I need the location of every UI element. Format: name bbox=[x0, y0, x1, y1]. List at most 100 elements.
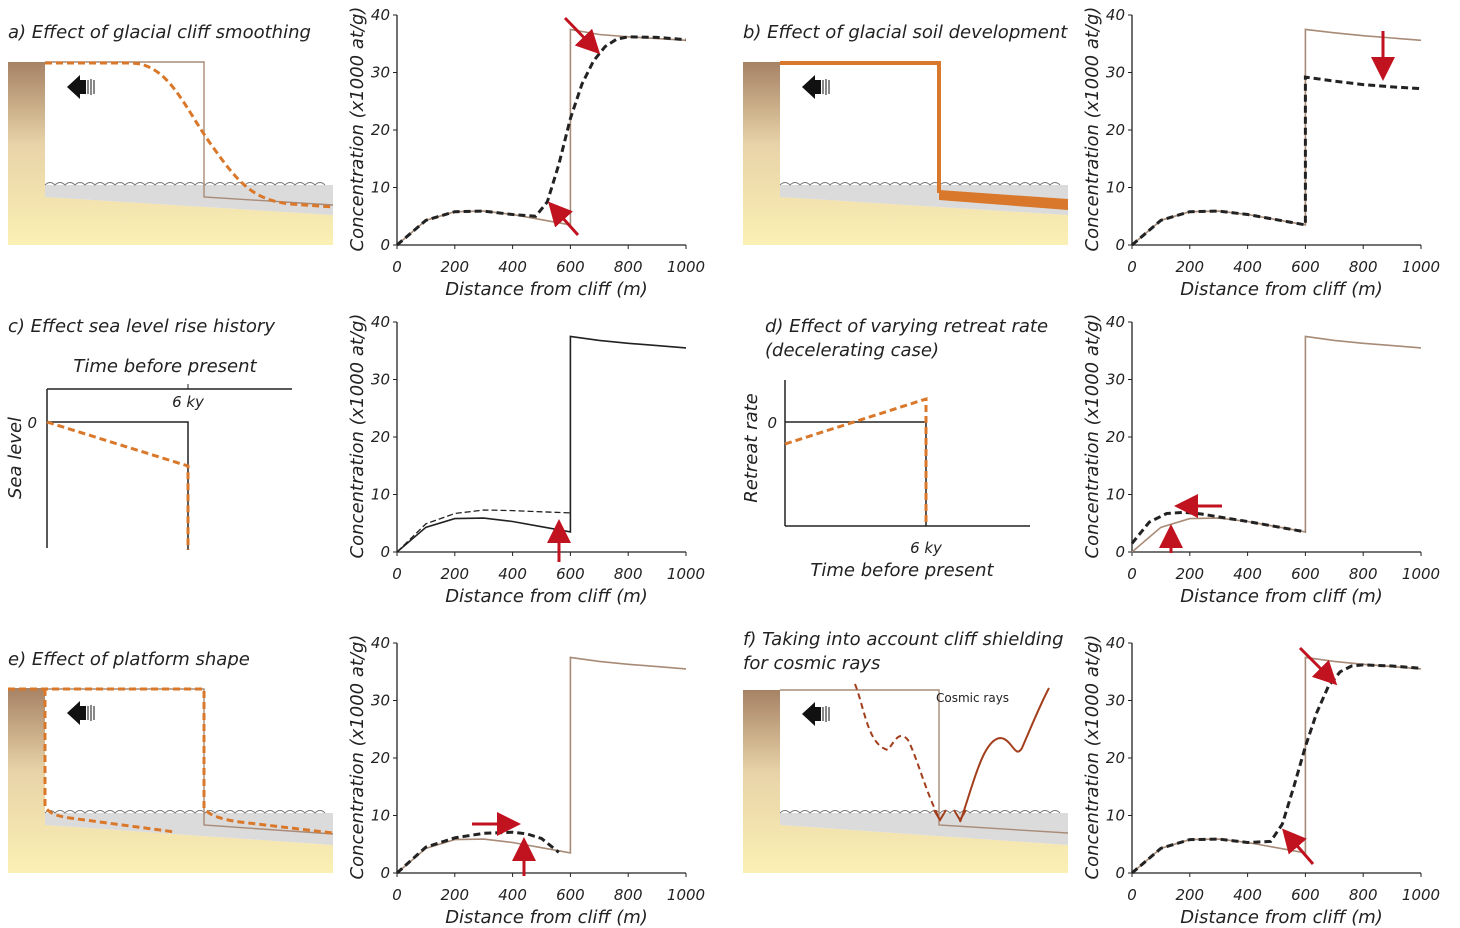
y-tick-label: 40 bbox=[1106, 6, 1125, 24]
x-tick-label: 800 bbox=[614, 258, 643, 276]
x-tick-label: 600 bbox=[556, 565, 585, 583]
panel-c-tick-0: 0 bbox=[27, 414, 37, 432]
x-tick-label: 400 bbox=[1233, 886, 1262, 904]
reference-series-line bbox=[396, 28, 687, 246]
panel-a-diagram: a) Effect of glacial cliff smoothing bbox=[8, 22, 334, 245]
y-axis-label: Concentration (x1000 at/g) bbox=[1082, 314, 1103, 559]
chart-panel-d: 0 200 400 600 800 1000 0 10 20 30 40 Distance from … bbox=[1082, 313, 1440, 607]
y-tick-label: 0 bbox=[1115, 543, 1125, 561]
modified-series-line bbox=[1131, 75, 1422, 247]
panel-d-diagram: d) Effect of varying retreat rate (decel… bbox=[741, 316, 1048, 581]
y-tick-label: 40 bbox=[371, 6, 390, 24]
x-tick-label: 1000 bbox=[1402, 565, 1440, 583]
y-tick-label: 10 bbox=[1106, 179, 1125, 197]
y-tick-label: 0 bbox=[1115, 236, 1125, 254]
x-tick-label: 200 bbox=[440, 886, 469, 904]
x-tick-label: 0 bbox=[1127, 258, 1137, 276]
y-tick-label: 0 bbox=[380, 543, 390, 561]
y-tick-label: 20 bbox=[371, 428, 390, 446]
panel-c-x-axis-label: Time before present bbox=[73, 356, 257, 377]
panel-d-y-axis-label: Retreat rate bbox=[741, 393, 762, 503]
panel-b-diagram: b) Effect of glacial soil development bbox=[743, 22, 1068, 245]
x-tick-label: 600 bbox=[1291, 886, 1320, 904]
x-tick-label: 600 bbox=[556, 886, 585, 904]
x-tick-label: 400 bbox=[498, 258, 527, 276]
y-tick-label: 30 bbox=[1106, 64, 1125, 82]
x-tick-label: 1000 bbox=[667, 886, 705, 904]
panel-a-title: a) Effect of glacial cliff smoothing bbox=[8, 22, 311, 43]
y-tick-label: 20 bbox=[1106, 428, 1125, 446]
y-tick-label: 30 bbox=[1106, 692, 1125, 710]
x-tick-label: 600 bbox=[1291, 258, 1320, 276]
x-tick-label: 600 bbox=[556, 258, 585, 276]
x-axis-label: Distance from cliff (m) bbox=[445, 586, 648, 607]
cosmic-rays-label: Cosmic rays bbox=[936, 691, 1009, 705]
y-tick-label: 10 bbox=[371, 179, 390, 197]
y-axis-label: Concentration (x1000 at/g) bbox=[347, 7, 368, 252]
y-tick-label: 10 bbox=[371, 807, 390, 825]
panel-e-diagram: e) Effect of platform shape bbox=[8, 649, 334, 873]
retreat-arrow-icon bbox=[67, 701, 95, 725]
x-tick-label: 800 bbox=[1349, 258, 1378, 276]
panel-c-diagram: c) Effect sea level rise history Time be… bbox=[5, 316, 292, 550]
y-tick-label: 0 bbox=[1115, 864, 1125, 882]
x-tick-label: 0 bbox=[392, 565, 402, 583]
y-tick-label: 20 bbox=[371, 749, 390, 767]
y-tick-label: 20 bbox=[371, 121, 390, 139]
x-tick-label: 0 bbox=[1127, 886, 1137, 904]
annotation-arrows bbox=[472, 16, 1395, 876]
x-tick-label: 1000 bbox=[667, 565, 705, 583]
x-tick-label: 1000 bbox=[1402, 886, 1440, 904]
panel-c-tick-6ky: 6 ky bbox=[172, 393, 205, 411]
y-tick-label: 30 bbox=[371, 692, 390, 710]
modified-series-line bbox=[1131, 663, 1422, 875]
y-tick-label: 10 bbox=[371, 486, 390, 504]
x-tick-label: 0 bbox=[392, 886, 402, 904]
panel-d-tick-6ky: 6 ky bbox=[910, 539, 943, 557]
panel-d-x-axis-label: Time before present bbox=[810, 560, 994, 581]
x-tick-label: 1000 bbox=[667, 258, 705, 276]
y-tick-label: 40 bbox=[371, 313, 390, 331]
reference-series-line bbox=[1131, 28, 1422, 246]
y-tick-label: 0 bbox=[380, 864, 390, 882]
chart-panel-c: 0 200 400 600 800 1000 0 10 20 30 40 Distance from … bbox=[347, 313, 705, 607]
panel-f-title-line1: f) Taking into account cliff shielding bbox=[743, 629, 1064, 650]
chart-panel-f: 0 200 400 600 800 1000 0 10 20 30 40 Distance from … bbox=[1082, 634, 1440, 928]
chart-panel-a: 0 200 400 600 800 1000 0 10 20 30 40 Distance from … bbox=[347, 6, 705, 300]
y-tick-label: 40 bbox=[1106, 634, 1125, 652]
x-axis-label: Distance from cliff (m) bbox=[1180, 586, 1383, 607]
x-axis-label: Distance from cliff (m) bbox=[445, 907, 648, 928]
retreat-arrow-icon bbox=[67, 75, 95, 99]
x-tick-label: 400 bbox=[1233, 258, 1262, 276]
x-tick-label: 800 bbox=[1349, 886, 1378, 904]
chart-panel-b: 0 200 400 600 800 1000 0 10 20 30 40 Distance from … bbox=[1082, 6, 1440, 300]
x-tick-label: 0 bbox=[392, 258, 402, 276]
x-tick-label: 200 bbox=[440, 565, 469, 583]
panel-c-y-axis-label: Sea level bbox=[5, 417, 26, 499]
y-tick-label: 30 bbox=[371, 64, 390, 82]
y-tick-label: 30 bbox=[1106, 371, 1125, 389]
panel-e-title: e) Effect of platform shape bbox=[8, 649, 250, 670]
y-tick-label: 20 bbox=[1106, 121, 1125, 139]
modified-series-line bbox=[396, 509, 571, 553]
x-axis-label: Distance from cliff (m) bbox=[445, 279, 648, 300]
x-tick-label: 0 bbox=[1127, 565, 1137, 583]
y-tick-label: 30 bbox=[371, 371, 390, 389]
x-axis-label: Distance from cliff (m) bbox=[1180, 907, 1383, 928]
panel-f-title-line2: for cosmic rays bbox=[743, 653, 880, 674]
y-tick-label: 10 bbox=[1106, 807, 1125, 825]
reference-series-line bbox=[1131, 656, 1422, 874]
x-tick-label: 200 bbox=[1175, 565, 1204, 583]
retreat-arrow-icon bbox=[802, 75, 830, 99]
y-axis-label: Concentration (x1000 at/g) bbox=[1082, 635, 1103, 880]
x-tick-label: 800 bbox=[1349, 565, 1378, 583]
panel-f-diagram: f) Taking into account cliff shielding f… bbox=[743, 629, 1069, 873]
x-tick-label: 600 bbox=[1291, 565, 1320, 583]
y-tick-label: 10 bbox=[1106, 486, 1125, 504]
panel-c-title: c) Effect sea level rise history bbox=[8, 316, 275, 337]
x-tick-label: 400 bbox=[1233, 565, 1262, 583]
x-tick-label: 800 bbox=[614, 886, 643, 904]
panel-d-tick-0: 0 bbox=[767, 414, 777, 432]
x-tick-label: 800 bbox=[614, 565, 643, 583]
x-tick-label: 200 bbox=[440, 258, 469, 276]
